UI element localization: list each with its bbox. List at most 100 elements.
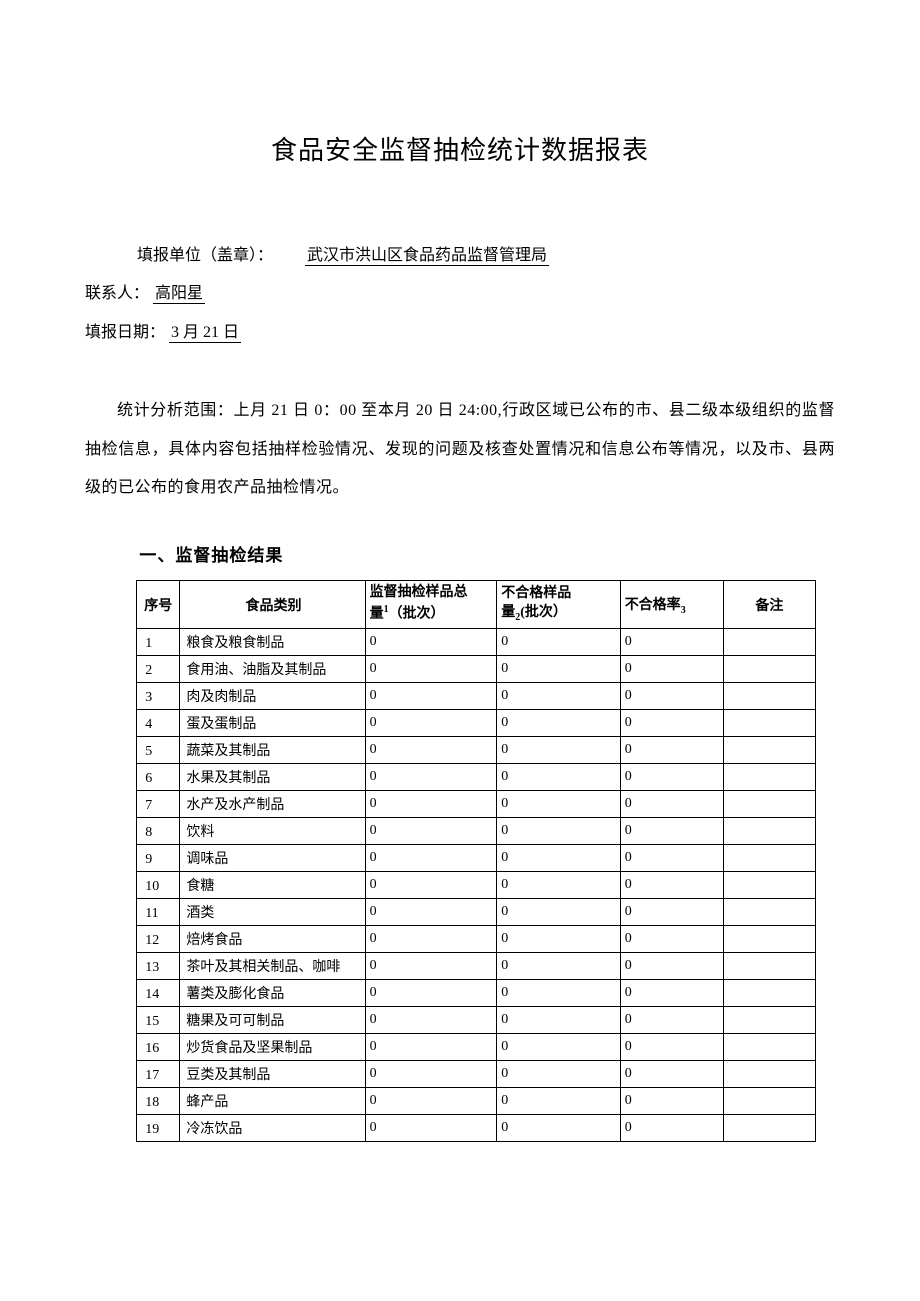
- cell-rate: 0: [620, 979, 723, 1006]
- cell-idx: 1: [137, 628, 180, 655]
- cell-bad: 0: [497, 1087, 620, 1114]
- cell-rate: 0: [620, 844, 723, 871]
- cell-bad: 0: [497, 682, 620, 709]
- cell-idx: 4: [137, 709, 180, 736]
- cell-bad: 0: [497, 1114, 620, 1141]
- cell-bad: 0: [497, 844, 620, 871]
- cell-rate: 0: [620, 871, 723, 898]
- table-row: 3肉及肉制品000: [137, 682, 816, 709]
- cell-rate: 0: [620, 952, 723, 979]
- cell-bad: 0: [497, 628, 620, 655]
- cell-bad: 0: [497, 790, 620, 817]
- cell-cat: 调味品: [180, 844, 365, 871]
- cell-total: 0: [365, 736, 497, 763]
- cell-total: 0: [365, 898, 497, 925]
- cell-cat: 食糖: [180, 871, 365, 898]
- cell-idx: 17: [137, 1060, 180, 1087]
- cell-idx: 6: [137, 763, 180, 790]
- cell-total: 0: [365, 925, 497, 952]
- meta-block: 填报单位（盖章）： 武汉市洪山区食品药品监督管理局 联系人： 高阳星 填报日期：…: [85, 237, 835, 352]
- th-rate: 不合格率3: [620, 581, 723, 628]
- cell-total: 0: [365, 1060, 497, 1087]
- cell-bad: 0: [497, 979, 620, 1006]
- cell-remark: [723, 898, 816, 925]
- table-row: 5蔬菜及其制品000: [137, 736, 816, 763]
- section-heading: 一、监督抽检结果: [139, 541, 835, 566]
- cell-bad: 0: [497, 1006, 620, 1033]
- cell-idx: 8: [137, 817, 180, 844]
- table-row: 4蛋及蛋制品000: [137, 709, 816, 736]
- cell-idx: 9: [137, 844, 180, 871]
- cell-remark: [723, 628, 816, 655]
- cell-remark: [723, 817, 816, 844]
- cell-cat: 焙烤食品: [180, 925, 365, 952]
- table-row: 11酒类000: [137, 898, 816, 925]
- cell-cat: 饮料: [180, 817, 365, 844]
- cell-idx: 16: [137, 1033, 180, 1060]
- th-remark: 备注: [723, 581, 816, 628]
- cell-idx: 2: [137, 655, 180, 682]
- table-row: 8饮料000: [137, 817, 816, 844]
- cell-idx: 13: [137, 952, 180, 979]
- cell-idx: 11: [137, 898, 180, 925]
- table-row: 17豆类及其制品000: [137, 1060, 816, 1087]
- cell-cat: 酒类: [180, 898, 365, 925]
- th-category: 食品类别: [180, 581, 365, 628]
- cell-total: 0: [365, 1033, 497, 1060]
- cell-remark: [723, 682, 816, 709]
- meta-date-label: 填报日期：: [85, 324, 165, 341]
- cell-remark: [723, 952, 816, 979]
- cell-idx: 7: [137, 790, 180, 817]
- cell-rate: 0: [620, 1060, 723, 1087]
- cell-cat: 食用油、油脂及其制品: [180, 655, 365, 682]
- cell-remark: [723, 871, 816, 898]
- cell-cat: 茶叶及其相关制品、咖啡: [180, 952, 365, 979]
- cell-total: 0: [365, 1087, 497, 1114]
- cell-total: 0: [365, 871, 497, 898]
- cell-total: 0: [365, 682, 497, 709]
- cell-remark: [723, 979, 816, 1006]
- th-bad: 不合格样品 量2(批次）: [497, 581, 620, 628]
- cell-cat: 蛋及蛋制品: [180, 709, 365, 736]
- cell-bad: 0: [497, 898, 620, 925]
- meta-date-value: 3 月 21 日: [169, 324, 241, 343]
- cell-bad: 0: [497, 925, 620, 952]
- cell-remark: [723, 1006, 816, 1033]
- cell-total: 0: [365, 709, 497, 736]
- cell-cat: 豆类及其制品: [180, 1060, 365, 1087]
- cell-idx: 3: [137, 682, 180, 709]
- cell-remark: [723, 1060, 816, 1087]
- cell-cat: 水果及其制品: [180, 763, 365, 790]
- cell-cat: 粮食及粮食制品: [180, 628, 365, 655]
- th-idx: 序号: [137, 581, 180, 628]
- cell-bad: 0: [497, 655, 620, 682]
- meta-contact-label: 联系人：: [85, 285, 149, 302]
- cell-cat: 薯类及膨化食品: [180, 979, 365, 1006]
- cell-remark: [723, 655, 816, 682]
- cell-total: 0: [365, 763, 497, 790]
- cell-total: 0: [365, 844, 497, 871]
- cell-remark: [723, 736, 816, 763]
- cell-cat: 冷冻饮品: [180, 1114, 365, 1141]
- meta-contact-value: 高阳星: [153, 285, 205, 304]
- cell-bad: 0: [497, 709, 620, 736]
- cell-rate: 0: [620, 1087, 723, 1114]
- cell-total: 0: [365, 952, 497, 979]
- table-row: 6水果及其制品000: [137, 763, 816, 790]
- cell-rate: 0: [620, 736, 723, 763]
- meta-unit-label: 填报单位（盖章）：: [137, 247, 273, 264]
- table-row: 14薯类及膨化食品000: [137, 979, 816, 1006]
- cell-total: 0: [365, 817, 497, 844]
- cell-rate: 0: [620, 1006, 723, 1033]
- cell-total: 0: [365, 790, 497, 817]
- cell-rate: 0: [620, 1033, 723, 1060]
- table-body: 1粮食及粮食制品0002食用油、油脂及其制品0003肉及肉制品0004蛋及蛋制品…: [137, 628, 816, 1141]
- table-row: 9调味品000: [137, 844, 816, 871]
- cell-cat: 蜂产品: [180, 1087, 365, 1114]
- cell-bad: 0: [497, 817, 620, 844]
- meta-unit-value: 武汉市洪山区食品药品监督管理局: [305, 247, 549, 266]
- meta-unit-row: 填报单位（盖章）： 武汉市洪山区食品药品监督管理局: [85, 237, 835, 275]
- cell-cat: 糖果及可可制品: [180, 1006, 365, 1033]
- cell-total: 0: [365, 655, 497, 682]
- table-header-row: 序号 食品类别 监督抽检样品总 量1（批次） 不合格样品 量2(批次） 不合格率…: [137, 581, 816, 628]
